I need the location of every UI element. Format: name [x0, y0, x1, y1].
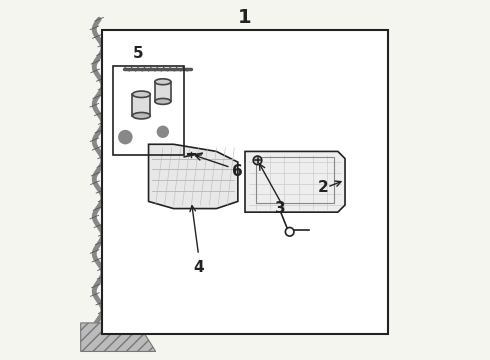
Bar: [113, 66, 184, 155]
Polygon shape: [245, 152, 345, 212]
Ellipse shape: [155, 79, 171, 85]
Circle shape: [253, 156, 262, 165]
Polygon shape: [132, 94, 150, 116]
Circle shape: [119, 131, 132, 144]
Ellipse shape: [132, 112, 150, 119]
Text: 4: 4: [193, 260, 204, 275]
Text: 2: 2: [318, 180, 329, 195]
Polygon shape: [81, 323, 156, 351]
Ellipse shape: [132, 91, 150, 98]
Bar: [102, 30, 388, 334]
Ellipse shape: [155, 99, 171, 104]
Circle shape: [157, 126, 168, 137]
Polygon shape: [155, 82, 171, 102]
Text: 6: 6: [232, 163, 243, 179]
Text: 3: 3: [275, 201, 286, 216]
Bar: [256, 157, 334, 203]
Circle shape: [285, 228, 294, 236]
Text: 5: 5: [132, 46, 143, 61]
Polygon shape: [148, 144, 238, 208]
Text: 1: 1: [238, 8, 252, 27]
